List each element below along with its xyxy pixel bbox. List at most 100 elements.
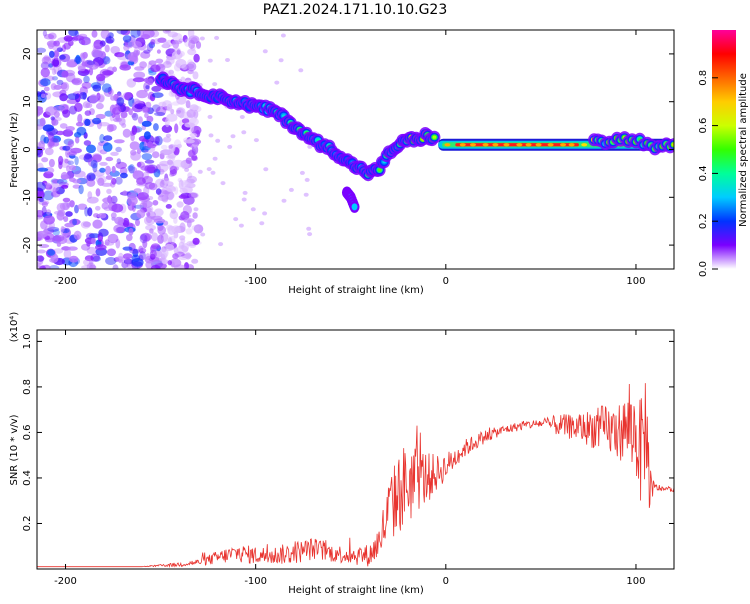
snr-panel: -200 -100 0 100 0.2 0.4 0.6 0.8 1.0 Height of st…: [9, 312, 675, 596]
heatmap-cell: [212, 156, 218, 161]
heatmap-cell: [153, 168, 161, 178]
heatmap-cell: [102, 70, 114, 76]
heatmap-cell: [66, 165, 71, 172]
heatmap-cell: [241, 197, 247, 202]
y-tick-label: 20: [22, 48, 33, 61]
heatmap-cell: [126, 195, 138, 206]
heatmap-cell: [91, 30, 98, 38]
heatmap-cell: [116, 52, 129, 61]
heatmap-cell: [74, 30, 80, 37]
heatmap-cell: [143, 49, 151, 54]
heatmap-cell: [193, 207, 199, 212]
heatmap-cell: [41, 201, 49, 208]
heatmap-cell: [98, 228, 109, 237]
y-tick-label: -10: [22, 189, 33, 205]
heatmap-cell: [86, 60, 96, 66]
heatmap-cell: [145, 85, 150, 90]
heatmap-cell: [41, 56, 52, 65]
heatmap-cell: [166, 103, 173, 112]
heatmap-cell: [77, 203, 88, 210]
heatmap-cell: [101, 182, 113, 187]
heatmap-cell: [241, 130, 247, 135]
heatmap-cell: [37, 190, 45, 198]
heatmap-cell: [88, 61, 100, 70]
heatmap-cell: [64, 158, 69, 164]
heatmap-cell: [128, 164, 135, 174]
colorbar-ticks: 0.0 0.2 0.4 0.6 0.8: [698, 70, 718, 277]
heatmap-cell: [65, 148, 71, 158]
heatmap-cell: [120, 172, 128, 179]
heatmap-cell: [55, 186, 65, 195]
heatmap-cell: [148, 41, 156, 49]
heatmap-cell: [56, 202, 66, 212]
heatmap-cell: [179, 235, 186, 241]
heatmap-cell: [133, 204, 145, 209]
heatmap-cell: [53, 111, 60, 118]
heatmap-cell: [146, 115, 154, 123]
heatmap-cell: [52, 229, 60, 236]
heatmap-cell: [40, 93, 46, 99]
heatmap-cell: [122, 128, 131, 138]
heatmap-cell: [96, 144, 103, 153]
heatmap-cell: [53, 50, 60, 58]
heatmap-cell: [53, 40, 60, 47]
heatmap-cell: [84, 206, 89, 217]
heatmap-cell: [83, 140, 92, 146]
heatmap-cell: [37, 106, 44, 116]
heatmap-cell: [62, 197, 71, 203]
heatmap-cell: [66, 144, 73, 151]
heatmap-cell: [51, 76, 59, 81]
heatmap-cell: [52, 138, 60, 147]
heatmap-cell: [145, 215, 153, 224]
heatmap-cell: [38, 140, 45, 150]
y-tick-label: 1.0: [22, 333, 33, 349]
heatmap-cell: [218, 242, 224, 247]
heatmap-cell: [60, 174, 70, 180]
heatmap-cell: [142, 176, 153, 184]
heatmap-cell: [56, 79, 64, 86]
heatmap-cell: [52, 234, 65, 242]
heatmap-cell: [92, 117, 102, 125]
heatmap-cell: [67, 160, 74, 166]
heatmap-cell: [233, 217, 239, 222]
heatmap-cell: [105, 257, 117, 265]
heatmap-cell: [86, 172, 96, 182]
heatmap-cell: [67, 93, 80, 100]
heatmap-cell: [166, 57, 175, 65]
heatmap-cell: [40, 61, 50, 70]
heatmap-cell: [130, 151, 142, 161]
heatmap-cell: [115, 176, 123, 185]
heatmap-cell: [81, 81, 92, 89]
heatmap-cell: [65, 211, 73, 217]
heatmap-cell: [187, 48, 197, 56]
heatmap-cell: [37, 210, 44, 218]
heatmap-cell: [122, 92, 132, 101]
heatmap-cell: [150, 64, 161, 73]
heatmap-cell: [37, 181, 46, 192]
heatmap-cell: [124, 257, 131, 267]
heatmap-cell: [167, 260, 172, 266]
x-tick-label: 100: [626, 276, 645, 287]
heatmap-cell: [114, 256, 126, 262]
heatmap-cell: [157, 225, 166, 235]
heatmap-cell: [86, 174, 92, 181]
heatmap-cell: [79, 92, 87, 100]
heatmap-cell: [58, 103, 70, 111]
heatmap-cell: [191, 258, 199, 264]
heatmap-cell: [187, 30, 195, 39]
heatmap-cell: [280, 33, 286, 38]
heatmap-cell: [111, 165, 116, 174]
ridge-blob: [349, 200, 360, 213]
heatmap-cell: [95, 205, 101, 211]
heatmap-cell: [163, 177, 169, 185]
heatmap-cell: [86, 240, 91, 247]
heatmap-cell: [165, 204, 172, 209]
heatmap-cell: [176, 201, 184, 208]
heatmap-cell: [67, 140, 75, 148]
heatmap-cell: [143, 185, 150, 196]
x-tick-label: -200: [54, 276, 77, 287]
heatmap-cell: [208, 133, 214, 138]
heatmap-cell: [307, 144, 313, 149]
heatmap-cell: [84, 110, 92, 116]
x-tick-label: -200: [54, 576, 77, 587]
